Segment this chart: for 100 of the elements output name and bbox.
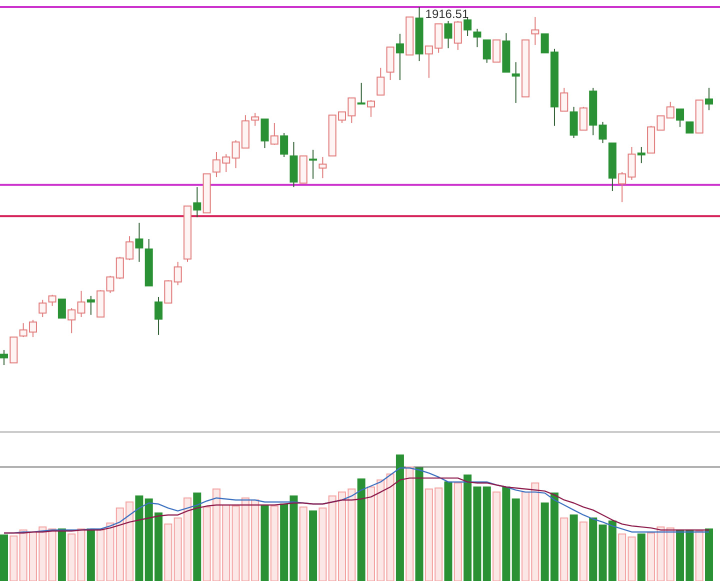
candlestick <box>492 39 501 63</box>
bar <box>434 488 443 581</box>
bar <box>135 495 144 581</box>
bar <box>454 482 462 581</box>
candlestick <box>570 106 578 139</box>
candlestick <box>376 67 385 96</box>
bar <box>241 497 250 581</box>
bar <box>482 486 491 581</box>
bar <box>386 474 394 581</box>
bar <box>406 466 414 581</box>
bar <box>116 508 124 581</box>
bar <box>512 498 520 581</box>
bar <box>270 506 278 581</box>
bar <box>444 481 452 581</box>
bar <box>309 510 318 581</box>
candlestick <box>473 28 482 48</box>
bar <box>164 524 172 581</box>
bar <box>396 454 404 581</box>
candlestick <box>164 280 172 304</box>
bar <box>695 530 704 581</box>
bar <box>560 518 568 581</box>
candlestick <box>58 298 66 319</box>
candlestick <box>396 33 404 81</box>
bar <box>376 479 385 581</box>
bar <box>502 486 510 581</box>
bar <box>126 502 134 581</box>
candlestick <box>193 186 202 218</box>
bar <box>522 492 530 581</box>
bar <box>232 506 240 581</box>
bar <box>656 526 665 581</box>
candlestick <box>482 39 491 64</box>
candlestick <box>454 20 462 50</box>
candlestick <box>0 349 8 366</box>
bar <box>628 536 636 581</box>
bar <box>299 506 308 581</box>
candlestick <box>280 132 288 158</box>
bar <box>68 534 76 581</box>
candlestick <box>154 296 163 336</box>
candlestick <box>357 82 366 105</box>
bar <box>58 528 66 581</box>
bar <box>348 488 356 581</box>
bar <box>106 522 114 581</box>
candlestick <box>464 16 472 36</box>
candlestick <box>676 108 684 128</box>
candlestick <box>598 121 607 144</box>
bar <box>38 526 47 581</box>
candlestick <box>637 146 646 164</box>
bar <box>328 495 336 581</box>
candlestick <box>260 118 269 149</box>
candlestick <box>174 261 182 286</box>
candlestick <box>77 290 86 318</box>
bar <box>96 529 105 581</box>
bar <box>618 534 626 581</box>
candlestick <box>38 299 47 318</box>
bar <box>666 527 674 581</box>
bar <box>415 467 424 581</box>
candlestick <box>135 222 144 262</box>
candlestick <box>531 16 540 46</box>
bar <box>10 536 18 581</box>
bar <box>589 518 598 581</box>
bar <box>357 478 366 581</box>
bar <box>318 508 327 581</box>
bar <box>705 528 713 581</box>
bar <box>424 488 433 581</box>
bar <box>183 497 192 581</box>
bar <box>48 528 56 581</box>
candlestick <box>579 106 588 131</box>
candlestick <box>309 149 318 180</box>
bar <box>570 514 578 581</box>
candlestick <box>686 121 694 134</box>
bar <box>222 504 230 581</box>
candlestick <box>68 308 76 334</box>
bar <box>19 529 28 581</box>
candlestick <box>270 122 278 146</box>
bar <box>338 492 346 581</box>
bar <box>86 528 95 581</box>
candlestick <box>560 87 568 112</box>
candlestick <box>666 101 674 118</box>
annotation: 1916.51 <box>425 7 469 21</box>
bar <box>260 506 269 581</box>
bar <box>579 522 588 581</box>
bar <box>647 532 656 581</box>
bar <box>202 506 211 581</box>
bar <box>0 534 8 581</box>
candlestick <box>444 20 452 49</box>
bar <box>531 482 540 581</box>
candlestick <box>86 295 95 316</box>
candlestick <box>366 100 375 118</box>
bar <box>366 486 375 581</box>
candlestick <box>251 112 260 126</box>
bar <box>212 488 220 581</box>
candlestick <box>318 156 327 179</box>
bar <box>251 499 260 581</box>
bar <box>492 492 501 581</box>
bar <box>77 528 86 581</box>
candlestick <box>48 294 56 306</box>
candlestick <box>512 62 520 104</box>
bar <box>28 531 37 581</box>
candlestick <box>705 87 713 111</box>
bar <box>637 534 646 581</box>
